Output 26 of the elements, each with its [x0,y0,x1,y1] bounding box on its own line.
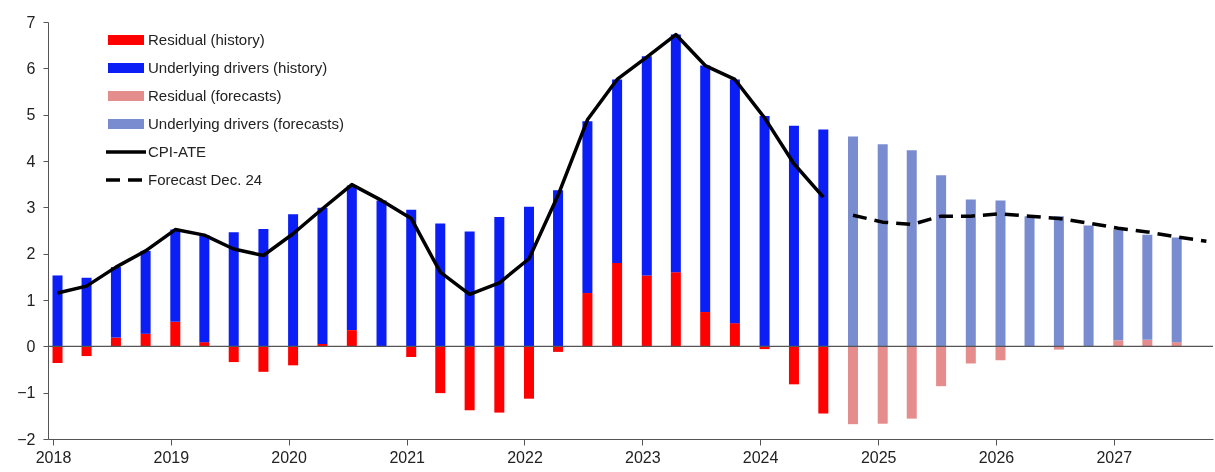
x-tick-label: 2025 [860,448,897,466]
y-tick-label: 6 [26,59,36,77]
y-tick-label: 7 [26,13,36,31]
y-tick-label: 0 [26,337,36,355]
y-tick-label: −2 [17,430,36,448]
x-tick-label: 2020 [271,448,307,466]
x-tick-label: 2021 [389,448,426,466]
y-tick-label: −1 [17,384,36,402]
legend-label: Residual (history) [148,31,265,48]
legend-label: CPI-ATE [148,143,207,160]
y-tick-label: 1 [26,291,36,309]
y-tick-label: 5 [26,106,36,124]
x-tick-label: 2026 [978,448,1015,466]
x-tick-label: 2018 [35,448,72,466]
y-tick-label: 3 [26,198,36,216]
x-tick-label: 2023 [624,448,661,466]
x-tick-label: 2022 [507,448,543,466]
x-tick-label: 2024 [742,448,779,466]
legend-label: Underlying drivers (forecasts) [148,115,344,132]
x-tick-label: 2019 [153,448,190,466]
legend-label: Residual (forecasts) [148,87,282,104]
x-tick-label: 2027 [1096,448,1133,466]
legend-label: Forecast Dec. 24 [148,171,263,188]
y-tick-label: 2 [26,245,36,263]
y-tick-label: 4 [26,152,36,170]
legend-label: Underlying drivers (history) [148,59,328,76]
